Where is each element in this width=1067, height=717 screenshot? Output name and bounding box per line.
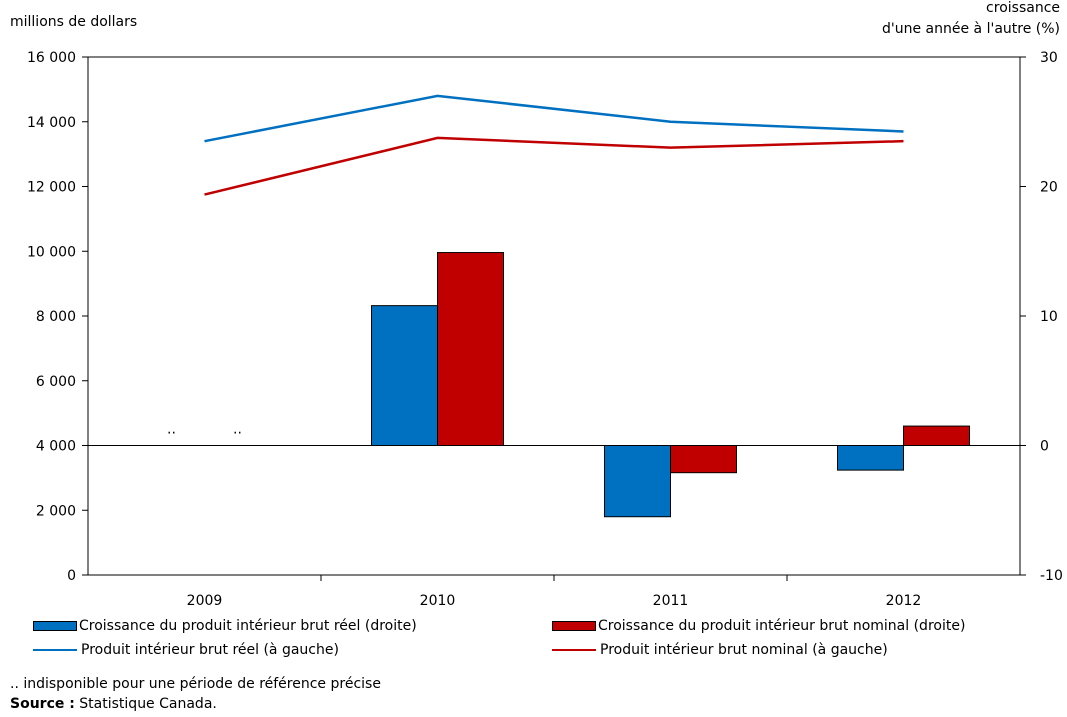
bars: .... [167, 252, 970, 518]
x-tick-label: 2010 [420, 593, 456, 609]
left-tick-label: 2 000 [36, 503, 76, 519]
bar [371, 305, 438, 447]
legend-label-nominal-growth: Croissance du produit intérieur brut nom… [598, 618, 966, 634]
bar [604, 445, 671, 518]
missing-value-marker: .. [233, 422, 242, 438]
legend-swatch-real-growth [33, 621, 77, 631]
chart: millions de dollars croissance d'une ann… [10, 0, 1063, 609]
legend-item-real-gdp: Produit intérieur brut réel (à gauche) [33, 642, 339, 658]
legend-swatch-real-gdp [33, 649, 77, 651]
right-axis-title-line2: d'une année à l'autre (%) [882, 21, 1060, 37]
legend-label-real-gdp: Produit intérieur brut réel (à gauche) [81, 642, 339, 658]
right-axis: -10 0 10 20 30 [1020, 50, 1063, 584]
left-tick-label: 0 [67, 568, 76, 584]
bar [837, 445, 904, 471]
legend-label-nominal-gdp: Produit intérieur brut nominal (à gauche… [600, 642, 888, 658]
left-tick-label: 8 000 [36, 309, 76, 325]
footnote-unavailable: .. indisponible pour une période de réfé… [10, 676, 381, 692]
legend-swatch-nominal-growth [552, 621, 596, 631]
right-axis-title-line1: croissance [986, 0, 1060, 16]
x-tick-label: 2009 [187, 593, 223, 609]
right-tick-label: 20 [1040, 180, 1058, 196]
right-tick-label: 10 [1040, 309, 1058, 325]
legend-item-real-growth: Croissance du produit intérieur brut rée… [33, 618, 417, 634]
right-tick-label: -10 [1040, 568, 1063, 584]
legend-label-real-growth: Croissance du produit intérieur brut rée… [79, 618, 417, 634]
x-axis: 2009 2010 2011 2012 [187, 575, 922, 609]
footnote-source: Source : Statistique Canada. [10, 696, 217, 712]
x-tick-label: 2012 [886, 593, 922, 609]
left-tick-label: 14 000 [27, 115, 76, 131]
right-tick-label: 0 [1040, 439, 1049, 455]
series-line [204, 94, 904, 143]
right-tick-label: 30 [1040, 50, 1058, 66]
left-axis: 0 2 000 4 000 6 000 8 000 10 000 12 000 14 000 1… [27, 50, 88, 584]
left-axis-title: millions de dollars [10, 14, 137, 30]
left-tick-label: 16 000 [27, 50, 76, 66]
left-tick-label: 10 000 [27, 244, 76, 260]
source-label: Source : [10, 696, 75, 712]
plot-area [87, 56, 1021, 576]
series-line [204, 136, 904, 196]
bar [670, 445, 737, 474]
bar [437, 252, 504, 446]
legend-item-nominal-growth: Croissance du produit intérieur brut nom… [552, 618, 965, 634]
lines [204, 94, 904, 196]
left-tick-label: 12 000 [27, 180, 76, 196]
x-tick-label: 2011 [653, 593, 689, 609]
left-tick-label: 4 000 [36, 439, 76, 455]
source-text: Statistique Canada. [74, 696, 217, 712]
legend-item-nominal-gdp: Produit intérieur brut nominal (à gauche… [552, 642, 888, 658]
bar [903, 425, 970, 447]
missing-value-marker: .. [167, 422, 176, 438]
left-tick-label: 6 000 [36, 374, 76, 390]
legend-swatch-nominal-gdp [552, 649, 596, 651]
